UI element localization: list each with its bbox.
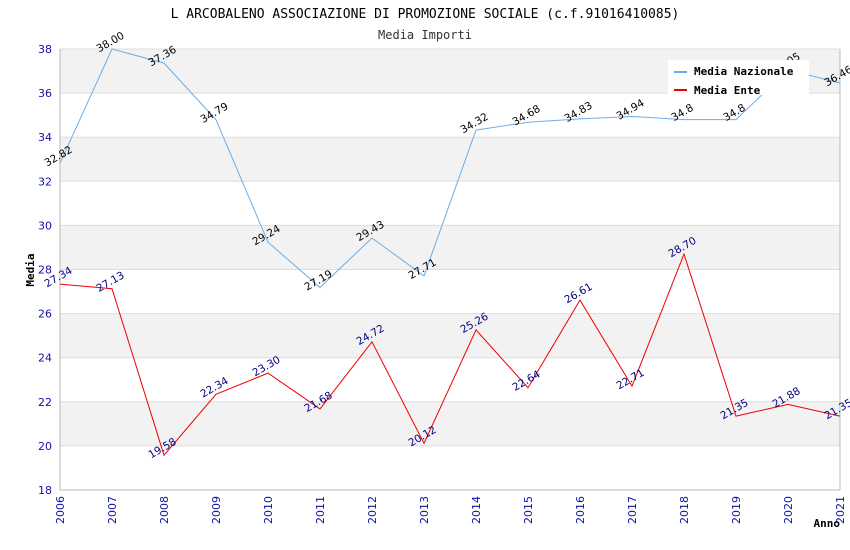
legend-label-media-ente: Media Ente: [694, 84, 761, 97]
data-label: 22.71: [614, 367, 646, 392]
y-tick-label: 18: [38, 484, 52, 497]
legend-box: [668, 60, 809, 95]
data-label: 34.68: [510, 103, 542, 128]
y-tick-label: 28: [38, 264, 52, 277]
data-label: 34.8: [721, 102, 747, 124]
series-line-0: [59, 48, 841, 289]
y-tick-label: 22: [38, 396, 52, 409]
legend: Media Nazionale Media Ente: [668, 60, 809, 97]
x-tick-label: 2013: [418, 496, 431, 524]
x-tick-label: 2015: [522, 496, 535, 524]
y-tick-label: 38: [38, 43, 52, 56]
data-label: 34.94: [614, 97, 646, 123]
x-tick-label: 2019: [730, 496, 743, 524]
y-tick-label: 30: [38, 219, 52, 232]
y-tick-label: 26: [38, 308, 52, 321]
y-axis-label: Media: [24, 253, 37, 286]
gridlines: [60, 48, 840, 491]
x-axis-ticks: 2006 2007 2008 2009 2010 2011 2012 2013 2014 2015…: [54, 496, 847, 524]
x-tick-label: 2016: [574, 496, 587, 524]
chart-subtitle: Media Importi: [378, 28, 472, 42]
data-label: 34.79: [198, 100, 230, 125]
band-32-34: [60, 137, 840, 182]
data-label: 34.8: [669, 102, 695, 124]
data-label: 34.32: [458, 111, 490, 136]
band-28-30: [60, 225, 840, 270]
x-tick-label: 2020: [782, 496, 795, 524]
x-tick-label: 2011: [314, 496, 327, 524]
y-axis-ticks: 18 20 22 24 26 28 30 32 34 36 38: [38, 43, 52, 497]
data-label: 27.13: [94, 269, 126, 294]
x-tick-label: 2018: [678, 496, 691, 524]
legend-label-media-nazionale: Media Nazionale: [694, 65, 794, 78]
y-tick-label: 32: [38, 175, 52, 188]
data-label: 34.83: [562, 100, 594, 125]
series-line-1: [59, 252, 841, 457]
x-tick-label: 2017: [626, 496, 639, 524]
x-tick-label: 2008: [158, 496, 171, 524]
band-24-26: [60, 313, 840, 358]
x-tick-label: 2014: [470, 496, 483, 524]
x-tick-label: 2006: [54, 496, 67, 524]
x-tick-label: 2021: [834, 496, 847, 524]
y-tick-label: 34: [38, 131, 52, 144]
data-label: 22.64: [510, 368, 542, 394]
x-tick-label: 2009: [210, 496, 223, 524]
y-tick-label: 20: [38, 440, 52, 453]
series-lines: [59, 48, 841, 457]
y-tick-label: 24: [38, 352, 52, 365]
y-tick-label: 36: [38, 87, 52, 100]
x-tick-label: 2012: [366, 496, 379, 524]
chart-title: L ARCOBALENO ASSOCIAZIONE DI PROMOZIONE …: [171, 7, 680, 22]
axes: [59, 49, 841, 491]
x-tick-label: 2010: [262, 496, 275, 524]
band-20-22: [60, 401, 840, 446]
x-axis-label: Anno: [814, 517, 841, 530]
data-label: 27.19: [302, 268, 334, 293]
x-tick-label: 2007: [106, 496, 119, 524]
